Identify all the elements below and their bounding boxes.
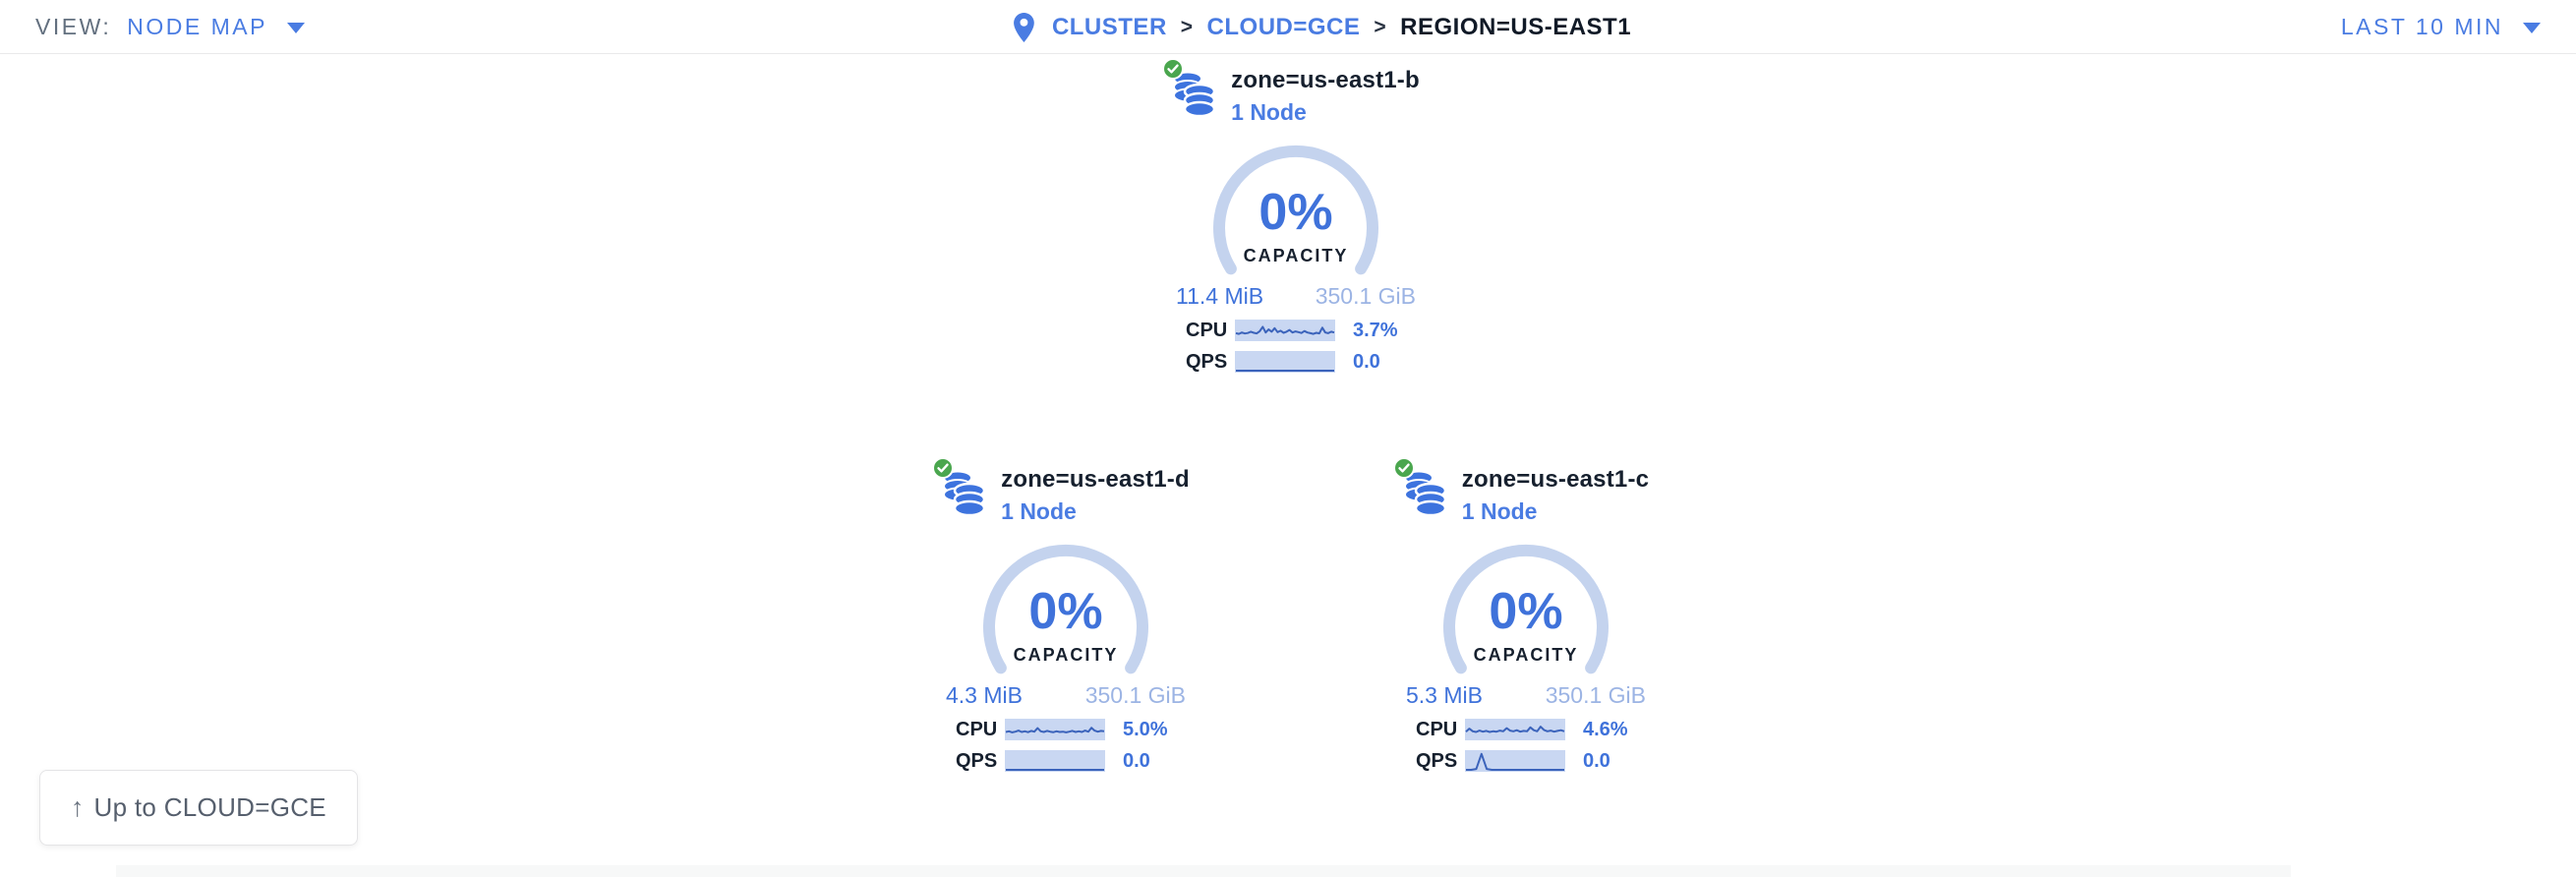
zone-metrics: CPU 3.7% QPS 0.0 [1174, 320, 1418, 373]
capacity-label: CAPACITY [1243, 246, 1349, 265]
view-value: NODE MAP [127, 13, 267, 39]
zone-header: zone=us-east1-d 1 Node [928, 457, 1203, 529]
capacity-values: 5.3 MiB 350.1 GiB [1406, 682, 1646, 709]
capacity-percent: 0% [1028, 583, 1103, 640]
breadcrumb: CLUSTER > CLOUD=GCE > REGION=US-EAST1 [1014, 0, 1631, 54]
view-selector[interactable]: VIEW: NODE MAP [35, 14, 305, 40]
cpu-label: CPU [1186, 319, 1228, 341]
qps-sparkline [1005, 750, 1105, 772]
qps-label: QPS [1186, 350, 1228, 373]
breadcrumb-region-current: REGION=US-EAST1 [1400, 13, 1632, 40]
time-range-selector[interactable]: LAST 10 MIN [2341, 14, 2541, 40]
capacity-label: CAPACITY [1013, 645, 1119, 665]
arrow-up-icon: ↑ [71, 792, 85, 822]
zone-node-count: 1 Node [1461, 498, 1538, 524]
qps-label: QPS [1416, 749, 1458, 772]
zone-metrics: CPU 5.0% QPS 0.0 [944, 719, 1188, 772]
up-button-label: Up to CLOUD=GCE [93, 792, 326, 822]
cpu-value: 5.0% [1123, 718, 1168, 740]
zone-titles: zone=us-east1-b 1 Node [1231, 67, 1420, 126]
capacity-total: 350.1 GiB [1545, 682, 1646, 708]
qps-row: QPS 0.0 [1404, 750, 1648, 772]
up-to-parent-button[interactable]: ↑ Up to CLOUD=GCE [39, 770, 358, 846]
zone-card-us-east1-d[interactable]: zone=us-east1-d 1 Node 0% CAPACITY 4.3 M… [928, 457, 1203, 772]
qps-value: 0.0 [1353, 350, 1380, 373]
qps-value: 0.0 [1583, 749, 1610, 772]
breadcrumb-cluster[interactable]: CLUSTER [1051, 13, 1167, 40]
cpu-sparkline [1465, 719, 1565, 740]
database-cluster-icon [1162, 58, 1216, 118]
healthy-check-icon [931, 456, 955, 485]
zone-name: zone=us-east1-c [1461, 466, 1650, 493]
map-bottom-edge [116, 865, 2291, 877]
view-label: VIEW: [35, 13, 112, 39]
capacity-label: CAPACITY [1473, 645, 1579, 665]
qps-row: QPS 0.0 [944, 750, 1188, 772]
chevron-down-icon [286, 23, 305, 33]
zone-titles: zone=us-east1-d 1 Node [1001, 466, 1190, 525]
capacity-percent: 0% [1489, 583, 1563, 640]
zone-header: zone=us-east1-b 1 Node [1158, 58, 1434, 130]
capacity-values: 4.3 MiB 350.1 GiB [946, 682, 1186, 709]
qps-label: QPS [956, 749, 998, 772]
cpu-sparkline [1235, 320, 1335, 341]
cpu-value: 4.6% [1583, 718, 1628, 740]
cpu-row: CPU 5.0% [944, 719, 1188, 740]
chevron-down-icon [2523, 23, 2541, 33]
zone-metrics: CPU 4.6% QPS 0.0 [1404, 719, 1648, 772]
cpu-sparkline [1005, 719, 1105, 740]
database-cluster-icon [932, 457, 986, 517]
toolbar: VIEW: NODE MAP CLUSTER > CLOUD=GCE > REG… [0, 0, 2576, 54]
capacity-gauge: 0% CAPACITY [1205, 144, 1386, 277]
zone-name: zone=us-east1-b [1231, 67, 1420, 93]
qps-sparkline [1465, 750, 1565, 772]
zone-header: zone=us-east1-c 1 Node [1388, 457, 1664, 529]
capacity-total: 350.1 GiB [1084, 682, 1186, 708]
cpu-row: CPU 3.7% [1174, 320, 1418, 341]
location-pin-icon [1014, 12, 1034, 42]
breadcrumb-cloud-gce[interactable]: CLOUD=GCE [1206, 13, 1361, 40]
healthy-check-icon [1161, 57, 1185, 86]
capacity-used: 11.4 MiB [1176, 283, 1264, 309]
qps-row: QPS 0.0 [1174, 351, 1418, 373]
cpu-label: CPU [956, 718, 998, 740]
capacity-gauge: 0% CAPACITY [1435, 543, 1616, 676]
zone-node-count: 1 Node [1001, 498, 1077, 524]
capacity-used: 4.3 MiB [946, 682, 1023, 708]
qps-sparkline [1235, 351, 1335, 373]
zone-name: zone=us-east1-d [1001, 466, 1190, 493]
capacity-percent: 0% [1259, 184, 1333, 241]
breadcrumb-separator: > [1180, 15, 1194, 38]
qps-value: 0.0 [1123, 749, 1150, 772]
zone-node-count: 1 Node [1231, 99, 1307, 125]
capacity-gauge: 0% CAPACITY [975, 543, 1156, 676]
capacity-total: 350.1 GiB [1315, 283, 1416, 309]
capacity-used: 5.3 MiB [1406, 682, 1483, 708]
capacity-values: 11.4 MiB 350.1 GiB [1176, 283, 1416, 310]
database-cluster-icon [1392, 457, 1447, 517]
zone-card-us-east1-b[interactable]: zone=us-east1-b 1 Node 0% CAPACITY 11.4 … [1158, 58, 1434, 373]
cpu-label: CPU [1416, 718, 1458, 740]
time-range-value: LAST 10 MIN [2340, 13, 2503, 39]
healthy-check-icon [1392, 456, 1416, 485]
cpu-row: CPU 4.6% [1404, 719, 1648, 740]
zone-card-us-east1-c[interactable]: zone=us-east1-c 1 Node 0% CAPACITY 5.3 M… [1388, 457, 1664, 772]
cpu-value: 3.7% [1353, 319, 1398, 341]
breadcrumb-separator: > [1374, 15, 1387, 38]
zone-titles: zone=us-east1-c 1 Node [1462, 466, 1649, 525]
